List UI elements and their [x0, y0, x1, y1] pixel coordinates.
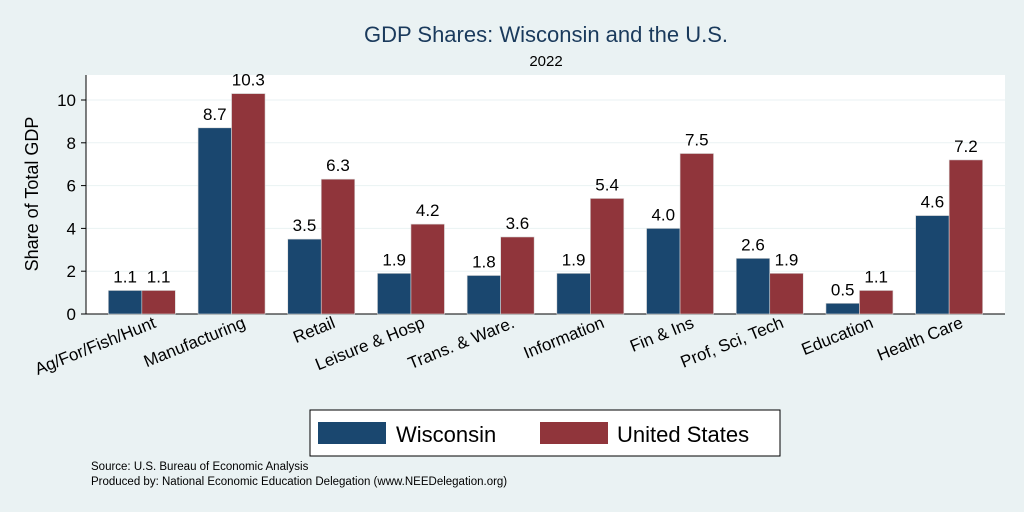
value-label: 4.6: [921, 193, 945, 212]
bar-wisconsin: [556, 273, 591, 315]
value-label: 8.7: [203, 105, 227, 124]
legend-swatch-wisconsin: [318, 422, 386, 444]
bar-united-states: [141, 290, 176, 315]
value-label: 7.2: [954, 137, 978, 156]
bar-wisconsin: [287, 238, 322, 315]
bar-united-states: [320, 178, 356, 315]
bar-united-states: [590, 198, 625, 315]
source-note: Source: U.S. Bureau of Economic Analysis: [91, 461, 309, 473]
category-label: Manufacturing: [141, 313, 248, 371]
value-label: 10.3: [232, 71, 265, 90]
value-label: 0.5: [831, 280, 855, 299]
value-label: 1.9: [382, 250, 406, 269]
legend-label: Wisconsin: [396, 422, 496, 447]
chart-subtitle: 2022: [529, 53, 562, 70]
legend: Wisconsin United States: [309, 409, 781, 457]
bar-united-states: [769, 273, 804, 315]
y-tick-label: 6: [67, 177, 76, 196]
value-label: 4.2: [416, 201, 440, 220]
bar-united-states: [859, 290, 894, 315]
bar-wisconsin: [466, 275, 501, 315]
bar-united-states: [231, 93, 266, 315]
category-label: Information: [521, 313, 607, 362]
legend-label: United States: [617, 422, 749, 447]
chart-title: GDP Shares: Wisconsin and the U.S.: [364, 22, 728, 47]
axes: 0 2 4 6 8 10: [57, 75, 1005, 324]
category-label: Health Care: [874, 313, 965, 365]
value-label: 7.5: [685, 131, 709, 150]
value-label: 1.9: [562, 250, 586, 269]
value-label: 4.0: [651, 205, 675, 224]
bar-wisconsin: [646, 228, 681, 315]
y-tick-label: 8: [67, 134, 76, 153]
bar-wisconsin: [108, 290, 143, 315]
bar-united-states: [679, 153, 714, 315]
legend-swatch-united-states: [540, 422, 608, 444]
y-tick-label: 0: [67, 305, 76, 324]
value-labels: 1.1 1.1 8.7 10.3 3.5 6.3 1.9 4.2 1.8 3.6 1.9 5.4 4.0…: [113, 71, 977, 300]
value-label: 6.3: [326, 156, 350, 175]
bar-united-states: [500, 236, 535, 315]
value-label: 2.6: [741, 235, 765, 254]
bar-wisconsin: [825, 302, 860, 315]
value-label: 1.9: [775, 250, 799, 269]
value-label: 1.1: [864, 267, 888, 286]
y-tick-label: 10: [57, 91, 76, 110]
value-label: 1.1: [113, 267, 137, 286]
bar-united-states: [948, 159, 983, 315]
bar-wisconsin: [915, 215, 950, 315]
value-label: 5.4: [595, 175, 619, 194]
bar-united-states: [410, 223, 445, 315]
bar-wisconsin: [197, 127, 232, 315]
value-label: 3.6: [506, 214, 530, 233]
bar-wisconsin: [377, 273, 412, 315]
bars: [108, 93, 983, 315]
y-tick-label: 2: [67, 262, 76, 281]
category-label: Ag/For/Fish/Hunt: [32, 313, 159, 379]
value-label: 3.5: [293, 216, 317, 235]
category-label: Retail: [290, 313, 337, 347]
category-label: Prof, Sci, Tech: [678, 313, 786, 372]
value-label: 1.8: [472, 252, 496, 271]
category-label: Fin & Ins: [627, 313, 696, 356]
y-tick-label: 4: [67, 219, 76, 238]
category-label: Education: [799, 313, 876, 359]
y-axis-label: Share of Total GDP: [22, 117, 42, 272]
value-label: 1.1: [147, 267, 171, 286]
bar-wisconsin: [735, 258, 771, 315]
produced-by-note: Produced by: National Economic Education…: [91, 476, 508, 488]
